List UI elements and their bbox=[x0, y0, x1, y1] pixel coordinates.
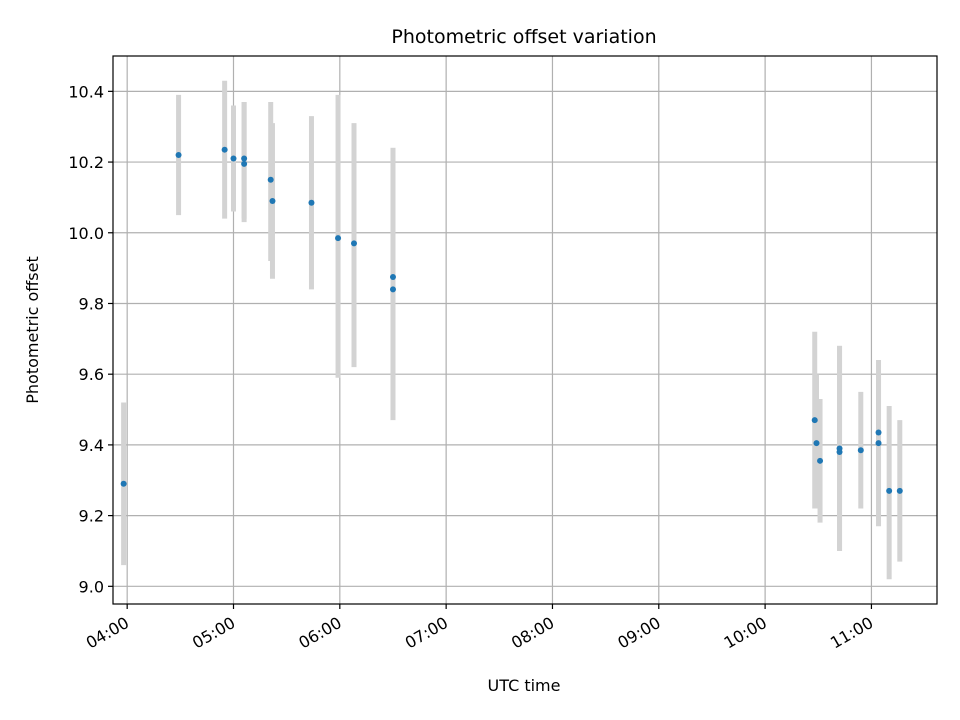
data-point bbox=[817, 457, 824, 464]
y-tick-label: 9.6 bbox=[79, 365, 104, 384]
y-tick-label: 10.0 bbox=[68, 224, 104, 243]
data-point bbox=[811, 417, 818, 424]
data-point bbox=[857, 447, 864, 454]
data-point bbox=[350, 240, 357, 247]
data-point bbox=[389, 273, 396, 280]
y-tick-label: 9.4 bbox=[79, 436, 104, 455]
y-axis: 9.0 9.2 9.4 9.6 9.8 10.0 10.2 10.4 bbox=[68, 82, 113, 596]
data-point bbox=[269, 197, 276, 204]
data-point bbox=[221, 146, 228, 153]
data-point bbox=[886, 487, 893, 494]
x-axis-label: UTC time bbox=[488, 676, 561, 695]
data-point bbox=[875, 440, 882, 447]
data-point bbox=[120, 480, 127, 487]
data-point bbox=[241, 155, 248, 162]
y-tick-label: 10.2 bbox=[68, 153, 104, 172]
y-tick-label: 9.2 bbox=[79, 507, 104, 526]
data-point bbox=[836, 445, 843, 452]
data-point bbox=[875, 429, 882, 436]
plot-frame bbox=[112, 55, 938, 605]
y-tick-label: 9.8 bbox=[79, 294, 104, 313]
data-point bbox=[308, 199, 315, 206]
data-point bbox=[335, 235, 342, 242]
y-tick-label: 10.4 bbox=[68, 82, 104, 101]
data-point bbox=[813, 440, 820, 447]
chart-title: Photometric offset variation bbox=[391, 26, 656, 48]
y-axis-label: Photometric offset bbox=[23, 256, 42, 404]
data-point bbox=[175, 151, 182, 158]
data-point bbox=[389, 286, 396, 293]
data-point bbox=[230, 155, 237, 162]
data-points bbox=[120, 146, 903, 494]
y-tick-label: 9.0 bbox=[79, 577, 104, 596]
data-point bbox=[241, 160, 248, 167]
data-point bbox=[896, 487, 903, 494]
data-point bbox=[267, 176, 274, 183]
